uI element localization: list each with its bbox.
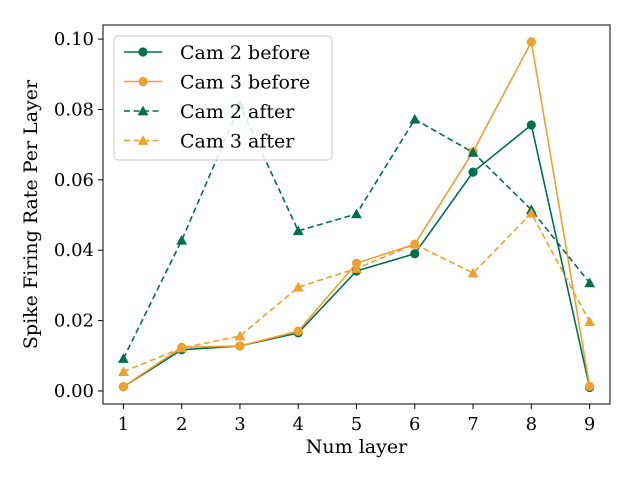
y-tick-label: 0.08	[54, 99, 94, 120]
data-point	[117, 353, 129, 363]
legend-item: Cam 3 after	[124, 131, 295, 153]
legend-item: Cam 3 before	[124, 72, 310, 94]
x-tick-label: 3	[234, 414, 245, 435]
data-point	[292, 281, 304, 292]
data-point	[467, 267, 479, 278]
x-tick-label: 9	[584, 414, 595, 435]
series-cam-2-before	[118, 120, 595, 393]
data-point	[409, 113, 421, 124]
legend-label: Cam 3 before	[180, 72, 310, 94]
data-point	[525, 207, 537, 218]
x-tick-label: 4	[292, 414, 303, 435]
legend: Cam 2 before Cam 3 before Cam 2 after Cam 3…	[113, 35, 333, 161]
x-tick-label: 6	[409, 414, 420, 435]
data-point	[117, 366, 129, 376]
data-point	[468, 167, 478, 177]
legend-box	[113, 35, 333, 161]
data-point	[410, 249, 420, 259]
x-axis-label: Num layer	[306, 436, 408, 458]
x-axis-ticks: 1 2 3 4 5 6 7 8 9	[118, 404, 595, 435]
y-axis-label: Spike Firing Rate Per Layer	[20, 79, 42, 349]
data-point	[351, 208, 362, 219]
legend-marker	[137, 105, 149, 116]
data-point	[526, 120, 536, 130]
data-point	[584, 277, 596, 288]
data-point	[409, 238, 421, 249]
series-line	[123, 211, 591, 373]
data-point	[292, 225, 304, 236]
data-point	[176, 234, 188, 245]
legend-marker	[138, 47, 148, 57]
x-tick-label: 2	[176, 414, 187, 435]
data-point	[118, 382, 128, 392]
legend-label: Cam 2 after	[180, 101, 295, 123]
legend-marker	[138, 76, 148, 87]
x-tick-label: 5	[351, 414, 362, 435]
y-tick-label: 0.06	[54, 170, 94, 191]
series-cam-3-after	[117, 207, 596, 376]
y-tick-label: 0.10	[54, 29, 94, 50]
y-tick-label: 0.04	[54, 240, 94, 261]
legend-item: Cam 2 after	[124, 101, 295, 123]
y-tick-label: 0.02	[54, 311, 94, 332]
legend-item: Cam 2 before	[124, 42, 310, 64]
x-tick-label: 1	[118, 414, 129, 435]
data-point	[235, 341, 245, 351]
x-tick-label: 8	[526, 414, 537, 435]
data-point	[351, 263, 362, 273]
data-point	[584, 316, 596, 326]
series-layer	[117, 37, 596, 393]
series-cam-2-after	[117, 99, 596, 363]
series-line	[122, 123, 591, 388]
data-point	[585, 381, 595, 392]
data-point	[526, 37, 536, 47]
data-point	[234, 330, 246, 341]
data-point	[176, 342, 188, 353]
data-point	[467, 146, 479, 157]
legend-label: Cam 2 before	[180, 42, 310, 64]
legend-marker	[137, 135, 149, 145]
x-tick-label: 7	[467, 414, 478, 435]
data-point	[293, 326, 303, 336]
y-tick-label: 0.00	[54, 381, 94, 402]
legend-label: Cam 3 after	[180, 131, 295, 153]
y-axis-ticks: 0.00 0.02 0.04 0.06 0.08 0.10	[54, 29, 103, 402]
